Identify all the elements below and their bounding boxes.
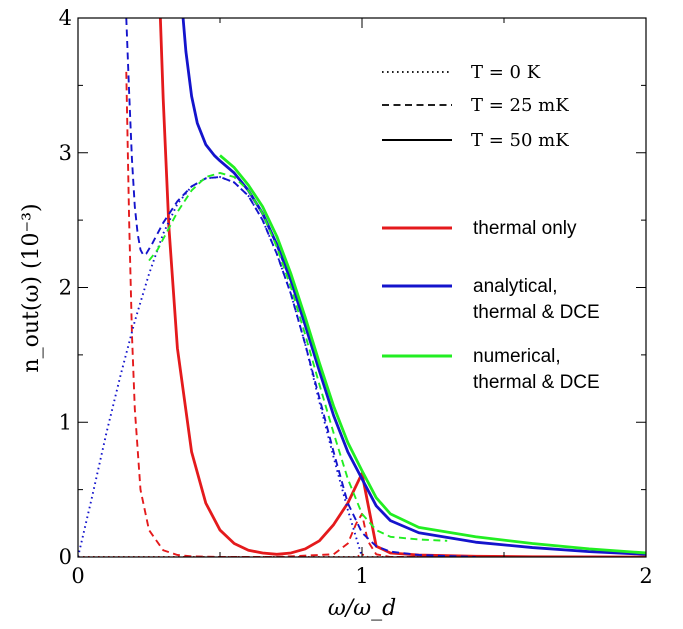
series-line-7: [148, 172, 448, 542]
x-tick-label-0: 0: [71, 564, 84, 588]
y-tick-label-1: 1: [59, 410, 72, 434]
legend-color-label-0: thermal only: [473, 218, 577, 239]
legend-color-label-2: numerical, thermal & DCE: [473, 346, 600, 393]
tick-labels-layer: 0 1 2 0 1 2 3 4: [59, 6, 653, 588]
x-tick-label-1: 1: [355, 564, 368, 588]
legend-color-label-1: analytical, thermal & DCE: [473, 276, 600, 323]
series-line-3: [181, 18, 646, 556]
y-tick-label-2: 2: [59, 276, 72, 300]
series-line-6: [219, 154, 646, 555]
ticks-layer: [77, 17, 647, 558]
y-tick-label-3: 3: [59, 141, 72, 165]
legend-linestyle-label-1: T = 25 mK: [471, 95, 569, 116]
y-axis-label: n_out(ω) (10⁻³): [19, 203, 44, 372]
x-axis-label: ω/ω_d: [328, 596, 396, 621]
legend: T = 0 K T = 25 mK T = 50 mK thermal only ana…: [382, 62, 600, 393]
legend-linestyle-label-0: T = 0 K: [471, 62, 541, 83]
series-line-1: [125, 71, 646, 557]
legend-linestyle-label-2: T = 50 mK: [471, 130, 569, 151]
series-line-5: [78, 176, 363, 557]
y-tick-label-0: 0: [59, 545, 72, 569]
series-layer: [78, 18, 646, 557]
x-tick-label-2: 2: [639, 564, 652, 588]
y-tick-label-4: 4: [59, 6, 72, 30]
